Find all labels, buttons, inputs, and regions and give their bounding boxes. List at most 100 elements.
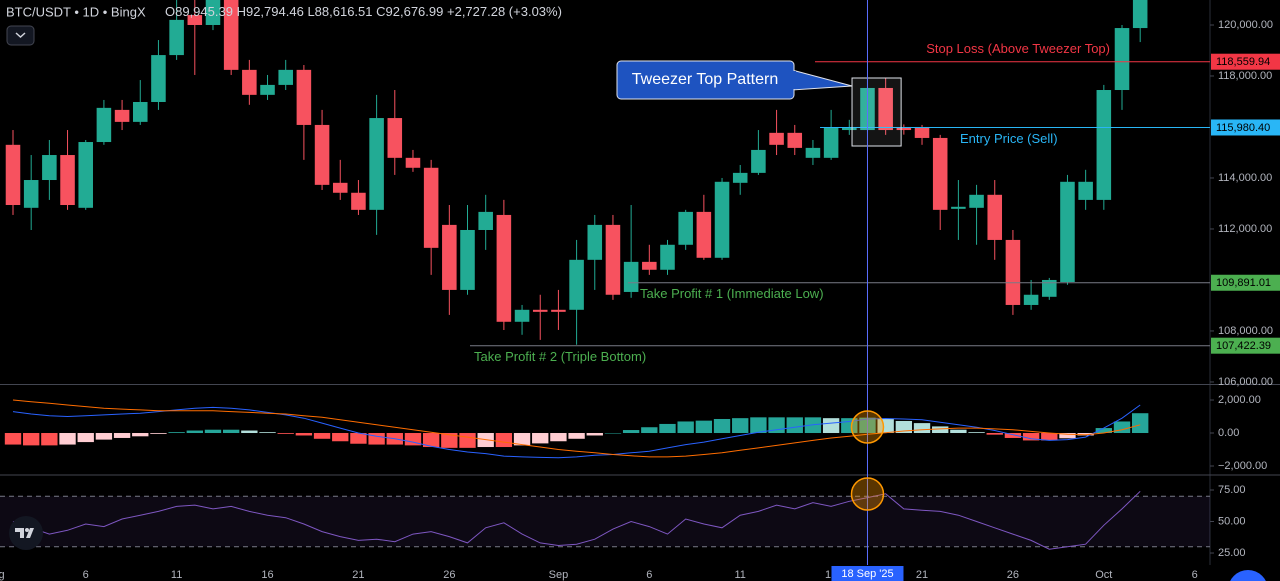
- price-tag: [1211, 274, 1280, 291]
- histogram-bar: [895, 420, 913, 434]
- candle-body: [1096, 90, 1112, 200]
- histogram-bar: [986, 433, 1003, 435]
- histogram-bar: [532, 433, 549, 444]
- histogram-bar: [822, 418, 840, 434]
- axes: 120,000.00118,000.00114,000.00112,000.00…: [0, 19, 1280, 581]
- overlay: Stop Loss (Above Tweezer Top) Entry Price…: [474, 0, 1110, 581]
- candle-body: [1078, 181, 1093, 200]
- candle-body: [678, 211, 693, 245]
- histogram-bar: [786, 417, 803, 434]
- candle-body: [605, 224, 621, 295]
- histogram-bar: [441, 433, 458, 448]
- histogram-bar: [550, 433, 567, 442]
- price-pane: [5, 0, 1210, 347]
- y-tick-label: −2,000.00: [1218, 460, 1267, 472]
- candle-body: [5, 144, 21, 206]
- y-tick-label: 120,000.00: [1218, 19, 1273, 31]
- open: O89,945.39: [165, 4, 233, 19]
- indicator-line: [12, 404, 1141, 459]
- logo-mark[interactable]: [15, 528, 34, 538]
- logo-dot[interactable]: [25, 528, 29, 532]
- candle-body: [769, 132, 784, 145]
- candle-body: [278, 69, 293, 85]
- histogram-bar: [113, 433, 131, 438]
- candle-body: [732, 172, 748, 183]
- candle-body: [369, 118, 384, 210]
- candle-body: [1132, 0, 1148, 29]
- rsi-pane: [0, 490, 1210, 550]
- histogram-bar: [1132, 413, 1149, 434]
- histogram-bar: [495, 433, 513, 448]
- candle-body: [1042, 279, 1057, 297]
- pattern-box: [851, 77, 902, 147]
- candle-body: [42, 155, 57, 181]
- candle-body: [1023, 294, 1039, 305]
- candle-body: [478, 211, 493, 230]
- candle-body: [914, 126, 930, 138]
- histogram-bar: [168, 432, 185, 434]
- button-frame[interactable]: [6, 25, 35, 46]
- candle-body: [660, 244, 675, 270]
- histogram-bar: [41, 433, 58, 446]
- price-tag-label: 109,891.01: [1216, 277, 1271, 289]
- histogram-bar: [295, 433, 313, 436]
- candle-body: [223, 0, 239, 70]
- tradingview-logo[interactable]: [9, 516, 43, 550]
- histogram-bar: [350, 433, 367, 444]
- x-tick-label: 11: [735, 569, 746, 581]
- highlight-circle: [850, 477, 885, 511]
- candle-body: [332, 182, 348, 193]
- histogram-bar: [222, 429, 240, 434]
- price-tag-label: 107,422.39: [1216, 340, 1271, 352]
- candle-body: [242, 69, 257, 95]
- candle-body: [587, 224, 603, 260]
- histogram-bar: [313, 433, 331, 439]
- action-button[interactable]: [1228, 570, 1268, 581]
- histogram-bar: [677, 421, 694, 434]
- candle-body: [296, 69, 312, 125]
- x-tick-label: 26: [1007, 569, 1019, 581]
- candle-body: [696, 211, 712, 258]
- histogram-bar: [586, 433, 603, 436]
- candle-body: [187, 15, 203, 25]
- histogram-bar: [1041, 433, 1058, 441]
- candle-body: [205, 0, 221, 25]
- histogram-bar: [1095, 428, 1113, 434]
- histogram-bar: [422, 433, 440, 448]
- level-label: Entry Price (Sell): [960, 131, 1058, 146]
- histogram-bar: [4, 433, 22, 445]
- histogram-bar: [750, 417, 767, 434]
- chevron[interactable]: [15, 32, 26, 39]
- x-tick-label: 6: [646, 569, 652, 581]
- candle-body: [405, 157, 421, 168]
- x-tick-label: Aug: [0, 569, 5, 581]
- histogram-bar: [241, 430, 258, 434]
- histogram-bar: [641, 427, 658, 434]
- y-tick-label: 118,000.00: [1218, 70, 1272, 82]
- candle-body: [514, 309, 530, 322]
- candle-body: [969, 194, 984, 208]
- histogram-bar: [259, 432, 276, 434]
- candle-body: [78, 142, 93, 208]
- histogram-bar: [132, 433, 149, 437]
- collapse-button[interactable]: [6, 25, 35, 46]
- x-tick-label: 26: [443, 569, 455, 581]
- crosshair-label: 18 Sep '25: [841, 568, 893, 580]
- histogram-bar: [204, 429, 222, 434]
- candle-body: [551, 309, 566, 312]
- x-tick-label: 6: [83, 569, 89, 581]
- callout-fill: [790, 71, 796, 89]
- high: H92,794.46: [237, 4, 304, 19]
- change: +2,727.28 (+3.03%): [447, 4, 562, 19]
- candle-body: [1060, 181, 1075, 283]
- candle-body: [1114, 28, 1130, 91]
- candle-body: [532, 309, 548, 312]
- logo-bg[interactable]: [9, 516, 43, 550]
- candle-body: [96, 107, 112, 143]
- candle-body: [623, 261, 639, 292]
- x-tick-label: 21: [916, 569, 928, 581]
- histogram-bar: [713, 418, 731, 434]
- histogram-bar: [22, 433, 40, 446]
- histogram-bar: [459, 433, 476, 448]
- histogram-bar: [1059, 433, 1076, 439]
